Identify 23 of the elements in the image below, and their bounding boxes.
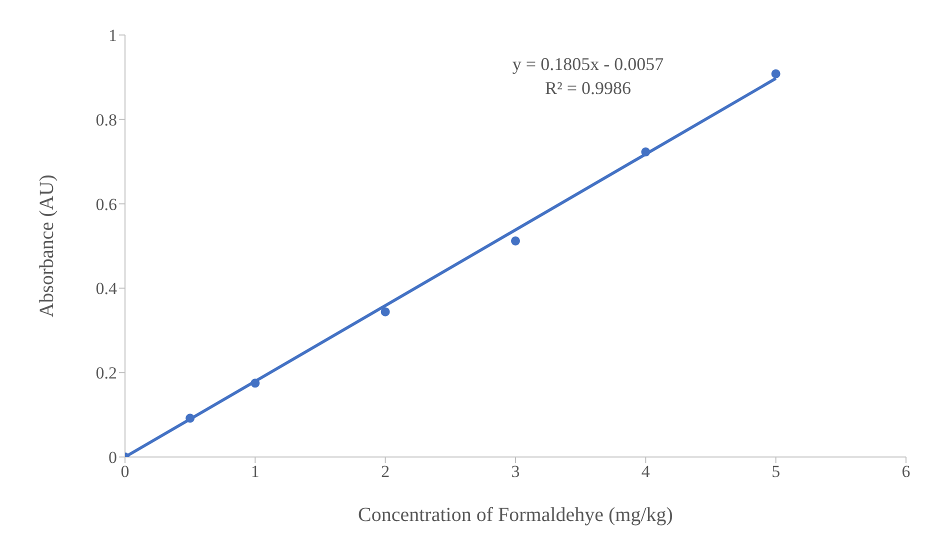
point (380, 307, 390, 316)
annotation: y = 0.1805x - 0.0057 (511, 53, 665, 76)
x-axis-title: Concentration of Formaldehye (mg/kg) (358, 504, 673, 526)
point (250, 378, 260, 388)
y-axis-title: Absorbance (AU) (36, 174, 58, 318)
y-tick-label: 0 (108, 448, 117, 468)
x-tick-label: 3 (511, 462, 520, 482)
annotation: R² = 0.9986 (544, 77, 632, 100)
y-tick-label: 0.8 (96, 110, 117, 130)
x-tick-label: 0 (120, 462, 130, 482)
point (186, 414, 195, 423)
y-tick-label: 0.2 (96, 364, 117, 383)
x-tick-label: 1 (250, 462, 260, 482)
x-tick-label: 2 (381, 462, 390, 482)
y-tick-label: 0.6 (96, 194, 117, 214)
x-tick-label: 4 (641, 462, 650, 482)
point (771, 69, 780, 78)
point (641, 147, 650, 156)
point (510, 236, 520, 246)
x-tick-label: 5 (772, 462, 780, 482)
y-tick-label: 1 (108, 26, 117, 46)
y-tick-label: 0.4 (96, 279, 118, 298)
x-tick-label: 6 (902, 462, 910, 482)
